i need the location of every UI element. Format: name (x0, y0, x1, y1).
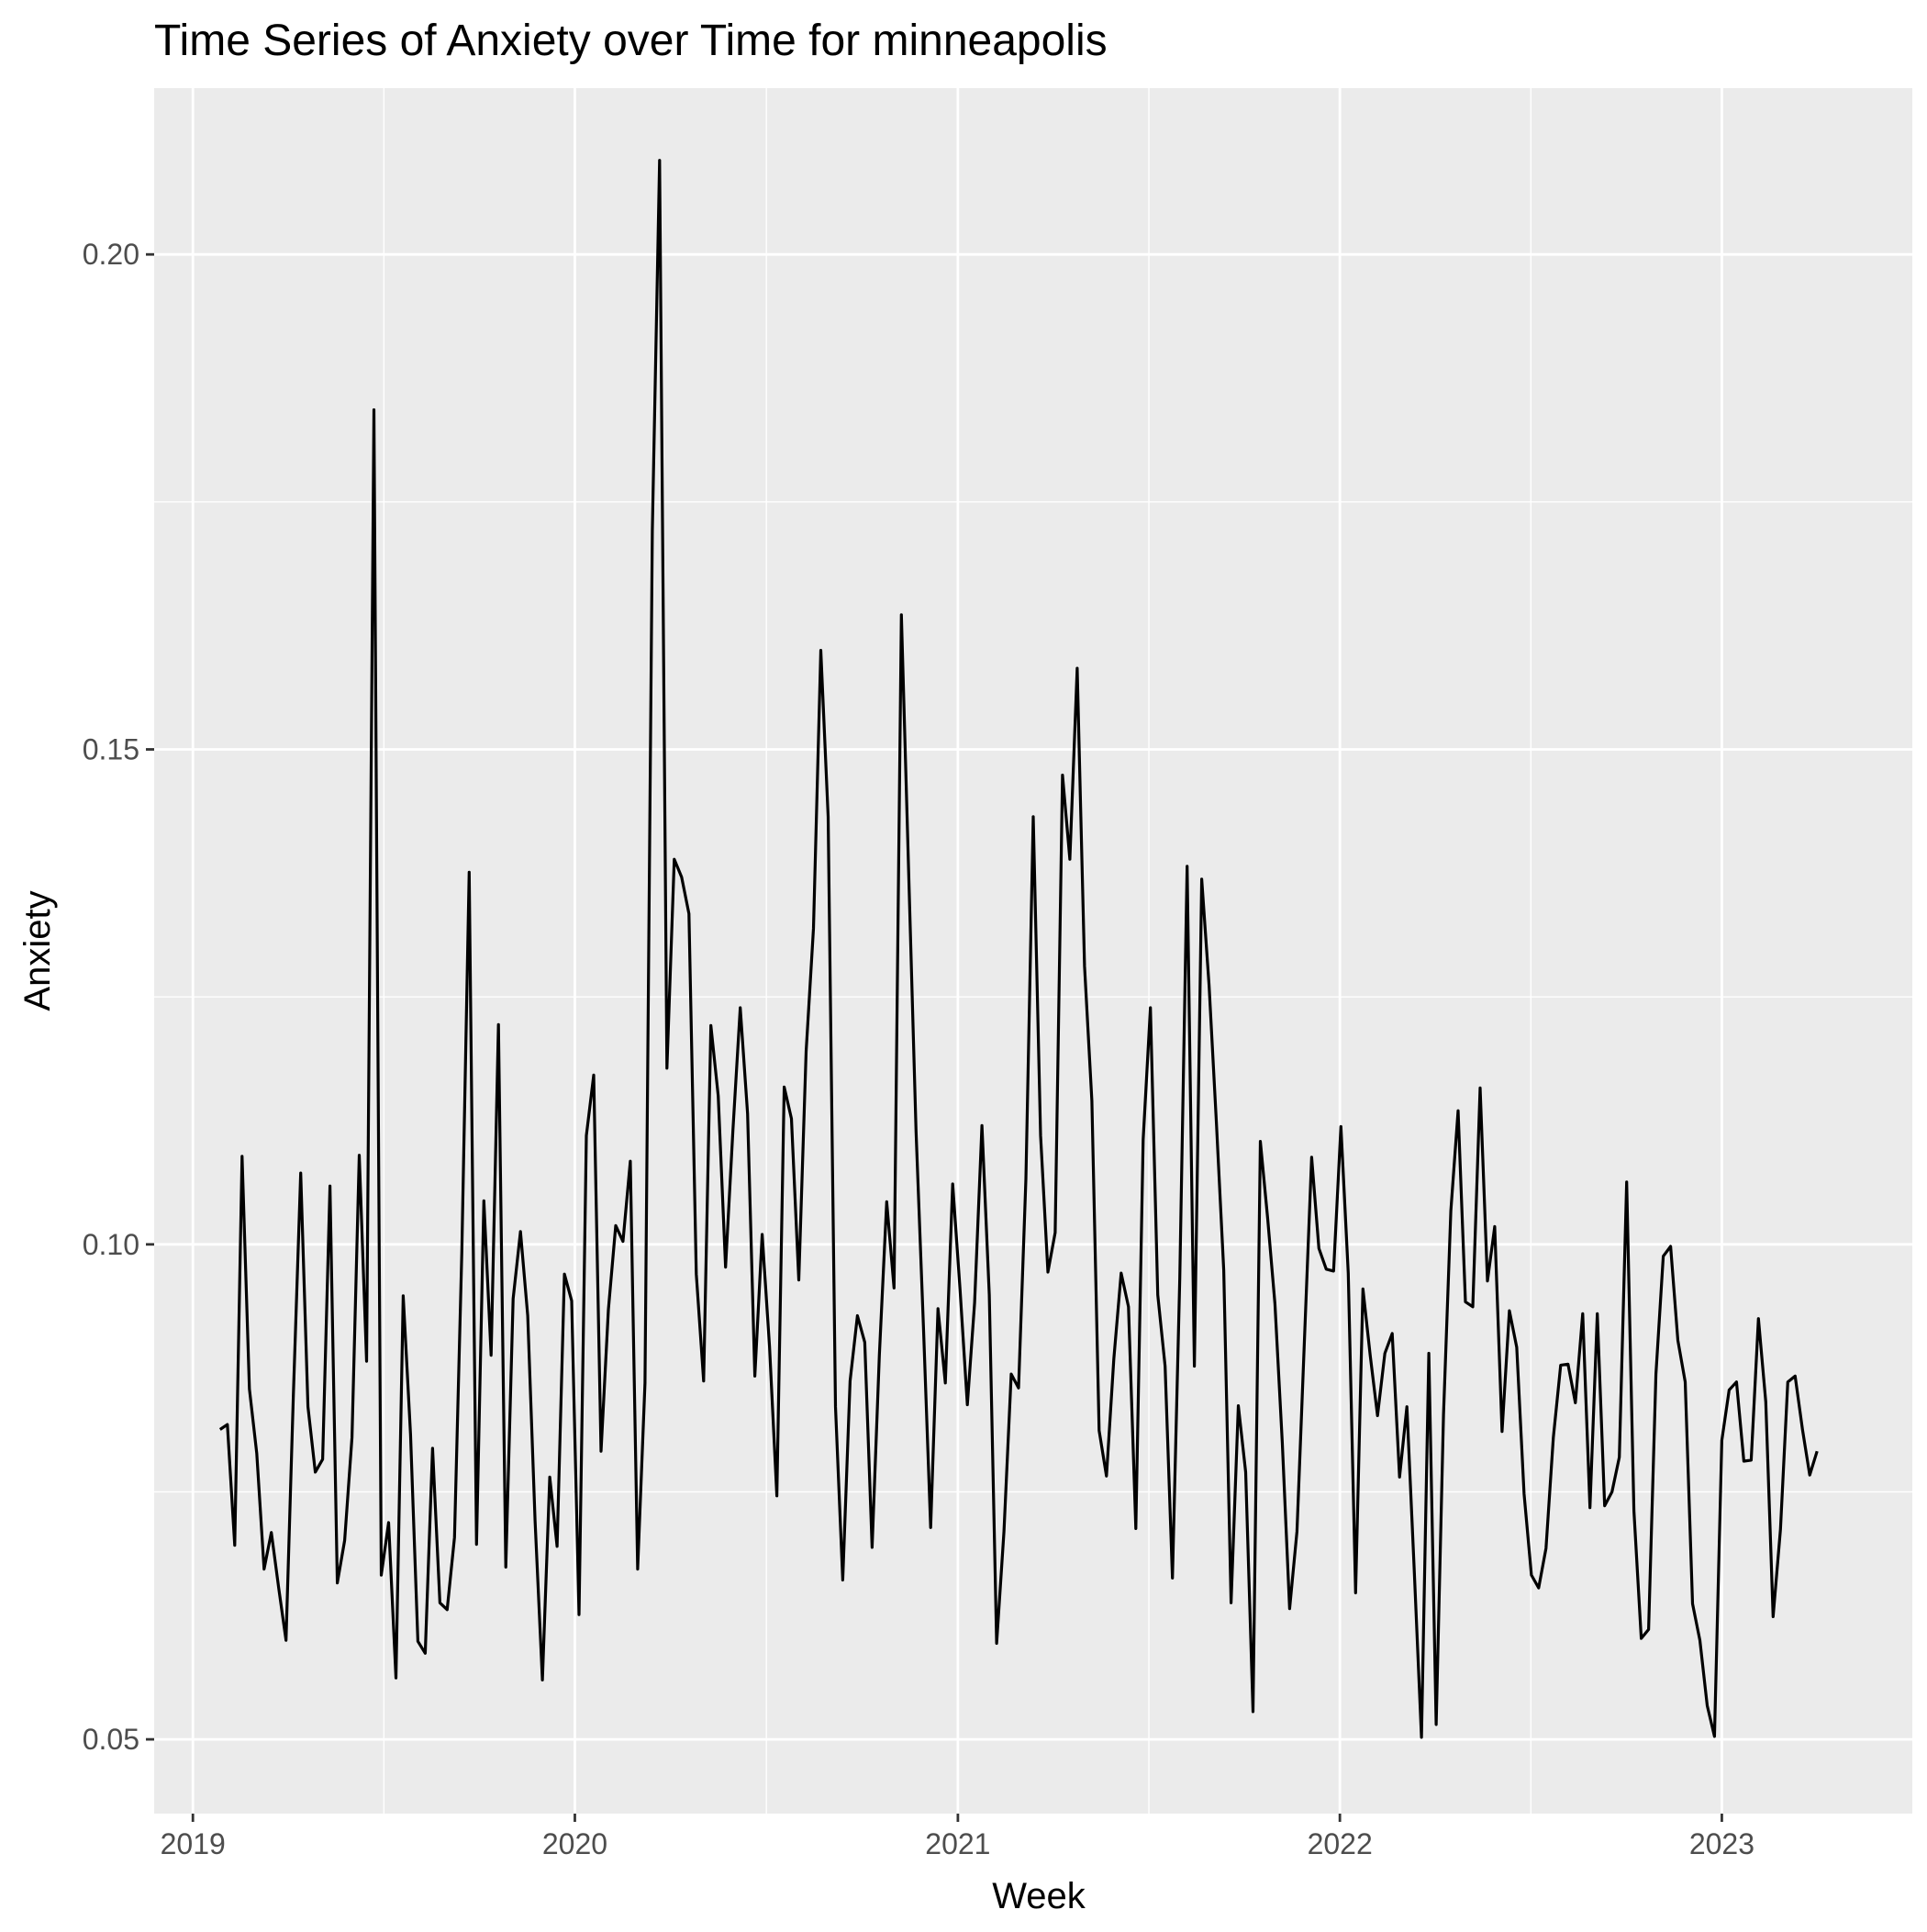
x-tick-label: 2022 (1308, 1827, 1373, 1860)
y-tick-label: 0.15 (83, 733, 139, 766)
x-axis: 2019 2020 2021 2022 2023 (161, 1814, 1754, 1860)
chart-title: Time Series of Anxiety over Time for min… (154, 17, 1108, 65)
x-axis-title: Week (992, 1876, 1086, 1916)
y-tick-label: 0.10 (83, 1228, 139, 1261)
x-tick-label: 2019 (161, 1827, 226, 1860)
y-axis: 0.05 0.10 0.15 0.20 (83, 238, 154, 1756)
x-tick-label: 2020 (542, 1827, 607, 1860)
x-tick-label: 2021 (925, 1827, 990, 1860)
y-tick-label: 0.20 (83, 238, 139, 271)
y-axis-title: Anxiety (17, 890, 58, 1011)
y-tick-label: 0.05 (83, 1723, 139, 1756)
plot-panel (154, 88, 1912, 1814)
panel-background (154, 88, 1912, 1814)
x-tick-label: 2023 (1689, 1827, 1754, 1860)
series-line-anxiety (218, 159, 1819, 1739)
